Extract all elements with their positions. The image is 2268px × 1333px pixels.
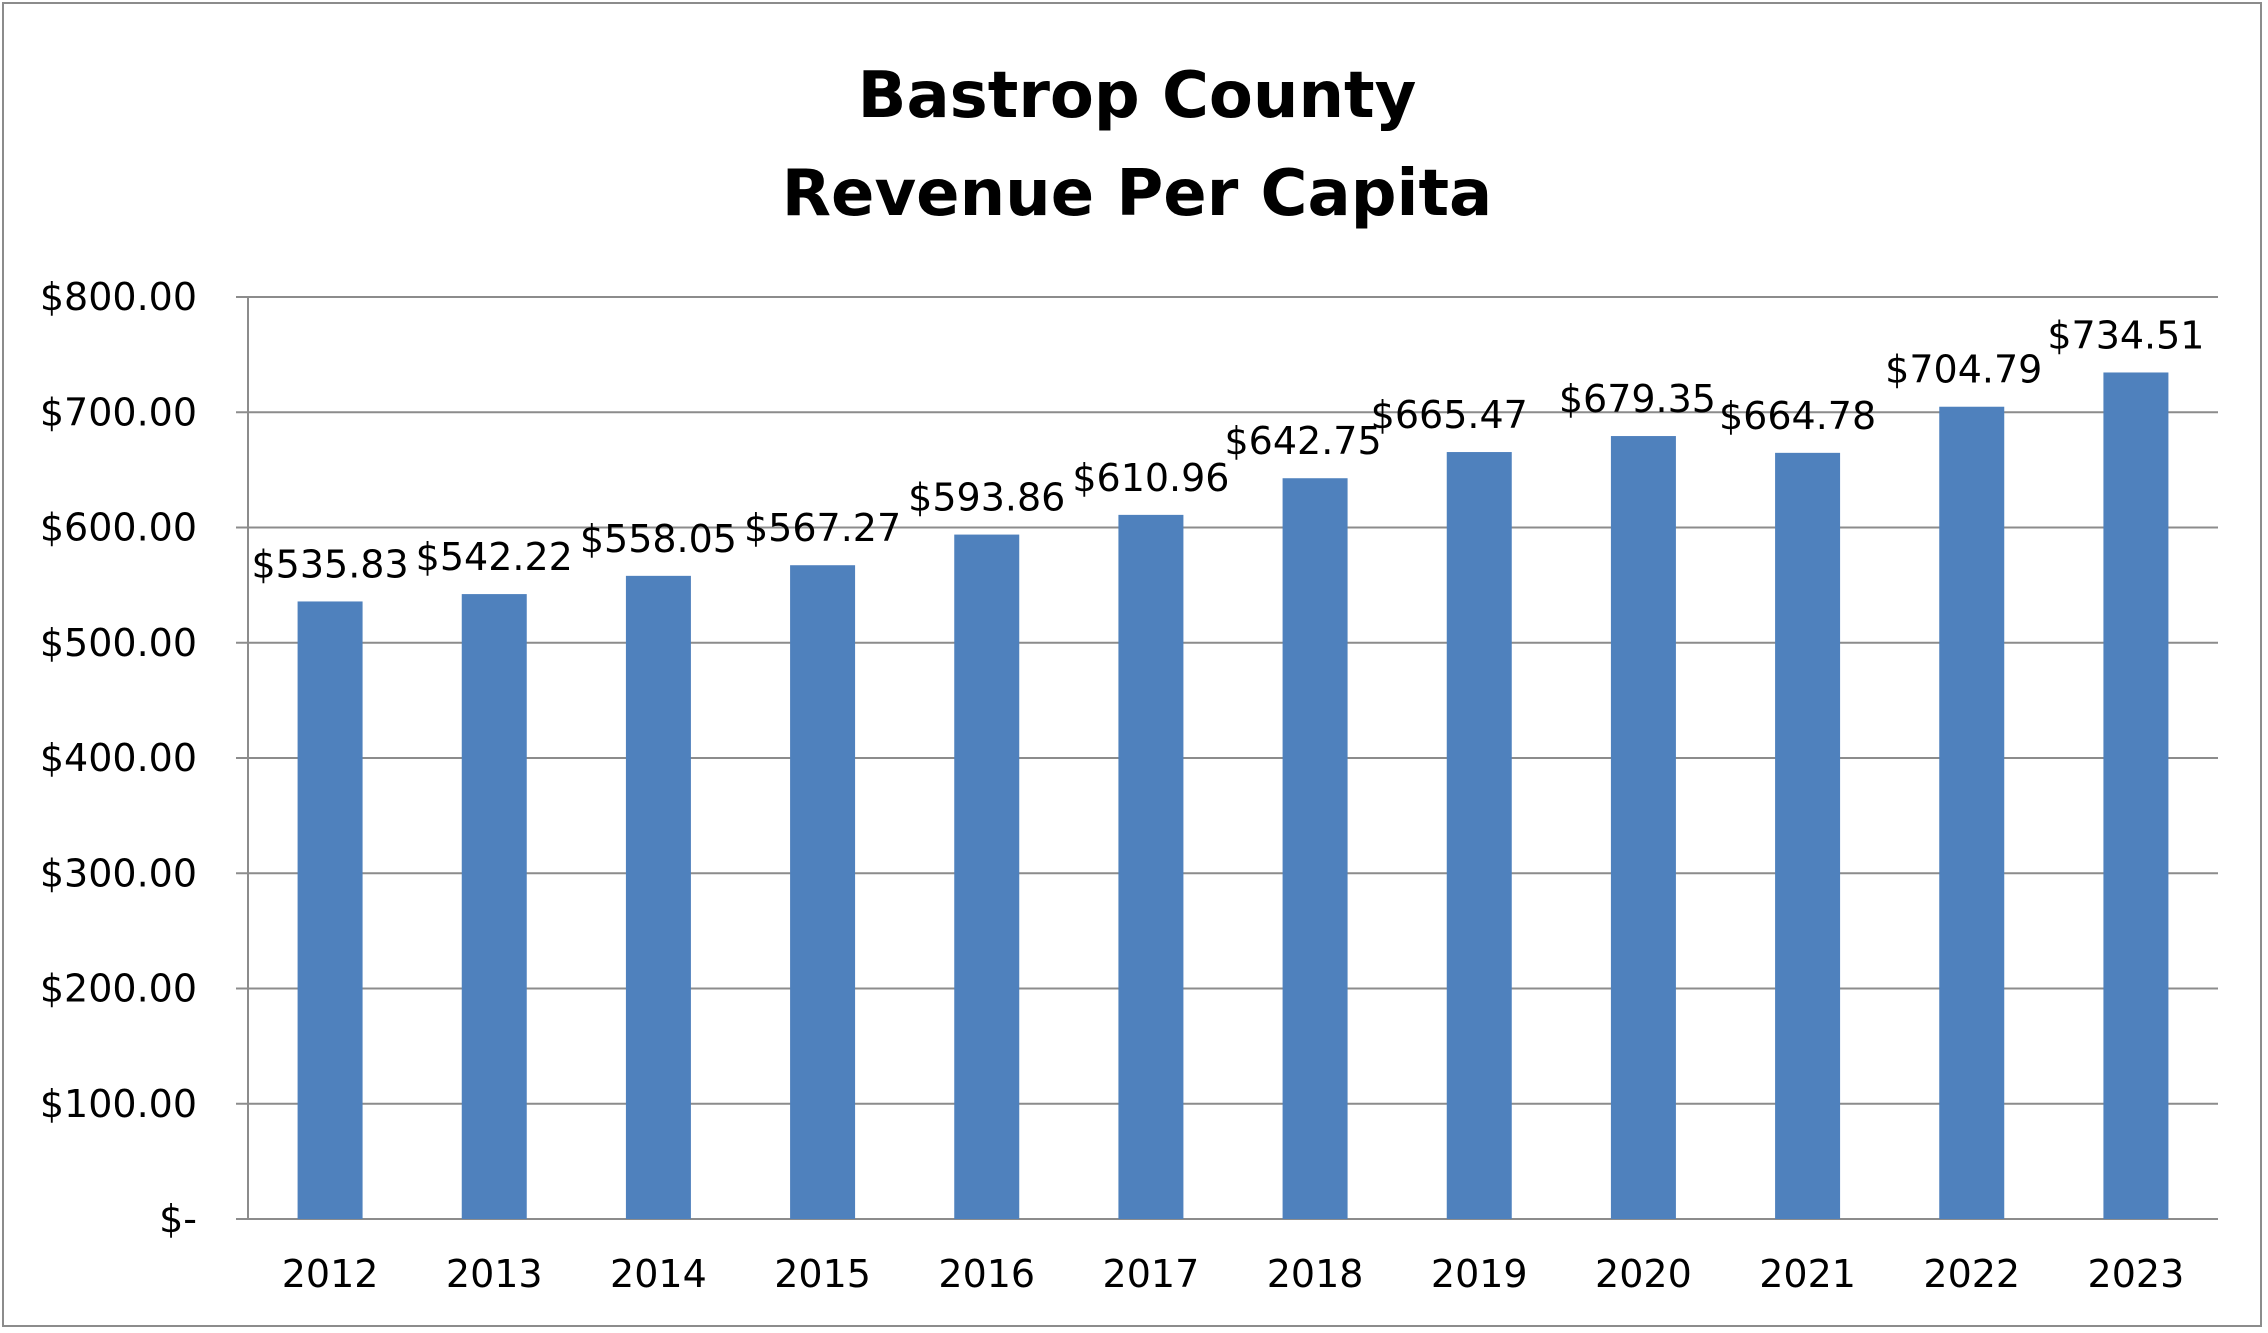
data-label-2021: $664.78 bbox=[1719, 394, 1876, 438]
data-label-2022: $704.79 bbox=[1885, 348, 2042, 392]
y-tick-label: $300.00 bbox=[40, 851, 197, 895]
bar-2016 bbox=[954, 534, 1020, 1219]
y-tick-label: $600.00 bbox=[40, 506, 197, 550]
bar-2012 bbox=[297, 601, 363, 1219]
data-label-2020: $679.35 bbox=[1559, 377, 1716, 421]
x-tick-label-2015: 2015 bbox=[774, 1252, 871, 1296]
x-tick-label-2021: 2021 bbox=[1759, 1252, 1856, 1296]
data-label-2014: $558.05 bbox=[580, 517, 737, 561]
data-label-2015: $567.27 bbox=[744, 506, 901, 550]
bar-2019 bbox=[1446, 452, 1512, 1219]
data-labels: $535.83 $542.22 $558.05 $567.27$593.86 $610.… bbox=[252, 313, 2205, 586]
bar-2014 bbox=[625, 575, 691, 1219]
x-tick-label-2022: 2022 bbox=[1923, 1252, 2020, 1296]
y-tick-label: $500.00 bbox=[40, 621, 197, 665]
x-tick-label-2020: 2020 bbox=[1595, 1252, 1692, 1296]
y-tick-label: $200.00 bbox=[40, 967, 197, 1011]
data-label-2013: $542.22 bbox=[416, 535, 573, 579]
chart-title: Bastrop County Revenue Per Capita bbox=[782, 59, 1492, 231]
bar-2020 bbox=[1610, 436, 1676, 1219]
gridlines bbox=[236, 296, 2218, 1220]
x-tick-label-2016: 2016 bbox=[938, 1252, 1035, 1296]
y-tick-label: $400.00 bbox=[40, 736, 197, 780]
y-tick-label: $100.00 bbox=[40, 1082, 197, 1126]
data-label-2012: $535.83 bbox=[252, 542, 409, 586]
bar-2023 bbox=[2103, 372, 2169, 1219]
x-tick-label-2018: 2018 bbox=[1267, 1252, 1364, 1296]
bar-2022 bbox=[1939, 406, 2005, 1220]
y-tick-label: $800.00 bbox=[40, 275, 197, 319]
bar-2021 bbox=[1775, 452, 1841, 1219]
x-axis-ticks: 2012 2013 2014 2015 2016 2017 2018 2019 2020 2021… bbox=[282, 1252, 2185, 1296]
data-label-2018: $642.75 bbox=[1225, 419, 1382, 463]
data-label-2016: $593.86 bbox=[908, 476, 1065, 520]
chart-title-line-2: Revenue Per Capita bbox=[782, 157, 1492, 231]
bar-2017 bbox=[1118, 514, 1184, 1219]
y-axis-ticks: $- $100.00 $200.00 $300.00 $400.00 $500.00 $60… bbox=[40, 275, 197, 1241]
y-tick-label: $- bbox=[159, 1197, 197, 1241]
x-tick-label-2013: 2013 bbox=[446, 1252, 543, 1296]
data-label-2017: $610.96 bbox=[1072, 456, 1229, 500]
x-tick-label-2012: 2012 bbox=[282, 1252, 379, 1296]
bar-2015 bbox=[790, 565, 856, 1219]
bar-2013 bbox=[461, 594, 527, 1219]
x-tick-label-2014: 2014 bbox=[610, 1252, 707, 1296]
y-tick-label: $700.00 bbox=[40, 390, 197, 434]
data-label-2019: $665.47 bbox=[1371, 393, 1528, 437]
data-label-2023: $734.51 bbox=[2047, 313, 2204, 357]
x-tick-label-2023: 2023 bbox=[2088, 1252, 2185, 1296]
chart-svg: Bastrop County Revenue Per Capita $- $100… bbox=[40, 59, 2218, 1296]
chart-title-line-1: Bastrop County bbox=[858, 59, 1417, 133]
x-tick-label-2019: 2019 bbox=[1431, 1252, 1528, 1296]
bar-2018 bbox=[1282, 478, 1348, 1220]
x-tick-label-2017: 2017 bbox=[1103, 1252, 1200, 1296]
bars bbox=[297, 372, 2169, 1220]
